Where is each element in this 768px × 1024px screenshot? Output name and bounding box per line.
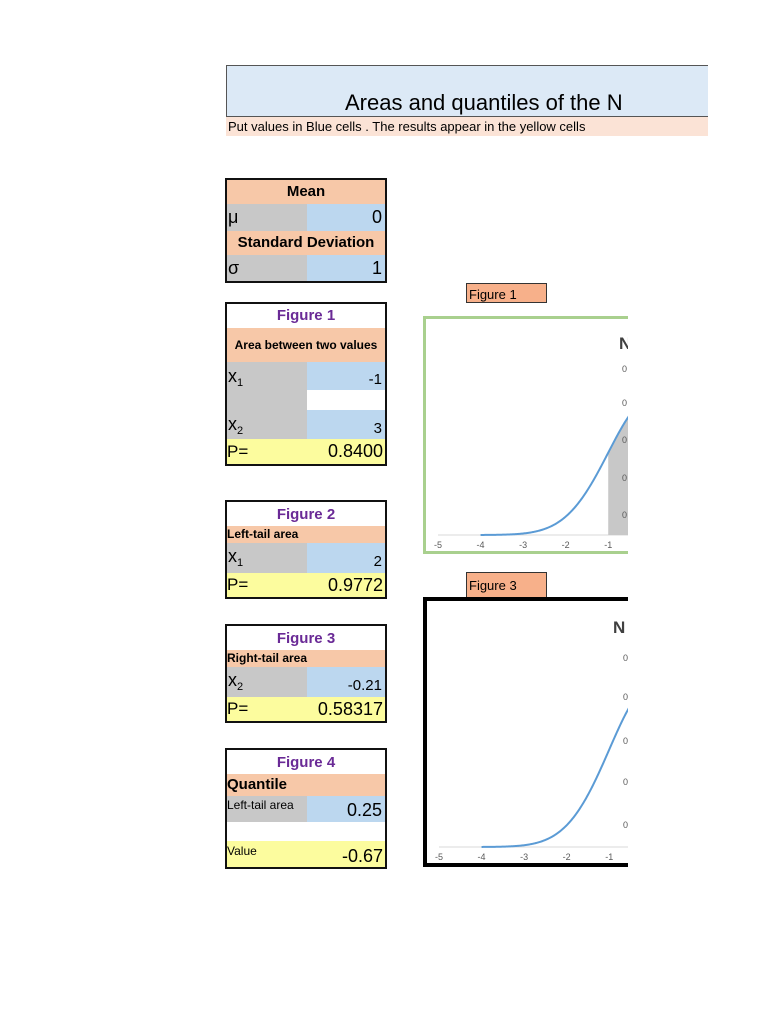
y-tick-label: 0	[623, 736, 628, 746]
figure1-box: Figure 1 Area between two values x1 -1 x…	[225, 302, 387, 466]
chart-title: N	[613, 618, 625, 637]
y-tick-label: 0	[623, 692, 628, 702]
figure3-p-label: P=	[227, 697, 307, 721]
x-tick-label: -5	[435, 852, 443, 862]
y-tick-label: 0	[622, 510, 627, 520]
x-tick-label: -3	[519, 540, 527, 550]
sd-header: Standard Deviation	[227, 231, 385, 255]
density-curve	[481, 707, 628, 848]
x-tick-label: -3	[520, 852, 528, 862]
figure1-header: Area between two values	[227, 328, 385, 362]
figure2-box: Figure 2 Left-tail area x1 2 P= 0.9772	[225, 500, 387, 599]
figure3-result: 0.58317	[307, 697, 385, 721]
p-label: P=	[227, 439, 307, 464]
quantile-result: -0.67	[307, 841, 385, 867]
x-tick-label: -2	[563, 852, 571, 862]
chart1-plot: N -5 -4 -3 -2 -1 0 0 0 0 0	[434, 334, 628, 550]
sigma-label: σ	[227, 255, 307, 281]
x-tick-label: -1	[605, 852, 613, 862]
figure3-x2-input[interactable]: -0.21	[307, 667, 385, 697]
chart3-plot: N -5 -4 -3 -2 -1 0 0 0 0 0	[435, 618, 628, 862]
figure2-x1-label	[227, 543, 307, 573]
x-tick-label: -1	[604, 540, 612, 550]
figure2-result: 0.9772	[307, 573, 385, 597]
figure3-title: Figure 3	[276, 630, 336, 647]
figure2-p-label: P=	[227, 573, 307, 597]
figure3-header: Right-tail area	[227, 650, 385, 667]
x1-label	[227, 362, 307, 410]
chart3: N -5 -4 -3 -2 -1 0 0 0 0 0	[423, 597, 628, 867]
x1-label-text: x1	[228, 366, 244, 389]
chart1: N -5 -4 -3 -2 -1 0 0 0 0 0	[423, 316, 628, 554]
y-tick-label: 0	[623, 777, 628, 787]
x-tick-label: -2	[562, 540, 570, 550]
shaded-area	[608, 417, 628, 535]
x-tick-label: -4	[477, 540, 485, 550]
density-curve	[480, 415, 628, 536]
parameters-box: Mean μ 0 Standard Deviation σ 1	[225, 178, 387, 283]
x2-label-text: x2	[228, 414, 244, 437]
left-tail-area-label: Left-tail area	[227, 796, 307, 822]
mean-header: Mean	[227, 180, 385, 204]
chart-title: N	[619, 334, 628, 353]
sd-input[interactable]: 1	[307, 255, 385, 281]
y-tick-label: 0	[622, 473, 627, 483]
figure3-box: Figure 3 Right-tail area x2 -0.21 P= 0.5…	[225, 624, 387, 723]
quantile-area-input[interactable]: 0.25	[307, 796, 385, 822]
x-tick-label: -4	[478, 852, 486, 862]
figure1-result: 0.8400	[307, 439, 385, 464]
mu-label: μ	[227, 204, 307, 231]
x1-input[interactable]: -1	[307, 362, 385, 390]
figure3-x2-label-text: x2	[228, 670, 244, 693]
figure3-x2-label	[227, 667, 307, 697]
x2-input[interactable]: 3	[307, 410, 385, 439]
figure4-box: Figure 4 Quantile Left-tail area 0.25 Va…	[225, 748, 387, 869]
figure4-title: Figure 4	[276, 754, 336, 771]
y-tick-label: 0	[622, 398, 627, 408]
y-tick-label: 0	[622, 364, 627, 374]
figure2-x1-label-text: x1	[228, 546, 244, 569]
figure4-header: Quantile	[227, 774, 385, 796]
page-title: Areas and quantiles of the N	[226, 65, 708, 117]
instructions: Put values in Blue cells . The results a…	[226, 117, 708, 136]
figure2-x1-input[interactable]: 2	[307, 543, 385, 573]
x-tick-label: -5	[434, 540, 442, 550]
y-tick-label: 0	[623, 653, 628, 663]
chart1-tag: Figure 1	[466, 283, 547, 303]
y-tick-label: 0	[623, 820, 628, 830]
figure2-header: Left-tail area	[227, 526, 385, 543]
mean-input[interactable]: 0	[307, 204, 385, 231]
quantile-value-label: Value	[227, 841, 307, 867]
x2-label	[227, 410, 307, 439]
figure2-title: Figure 2	[276, 506, 336, 523]
y-tick-label: 0	[622, 435, 627, 445]
figure1-title: Figure 1	[276, 307, 336, 324]
chart3-tag: Figure 3	[466, 572, 547, 599]
